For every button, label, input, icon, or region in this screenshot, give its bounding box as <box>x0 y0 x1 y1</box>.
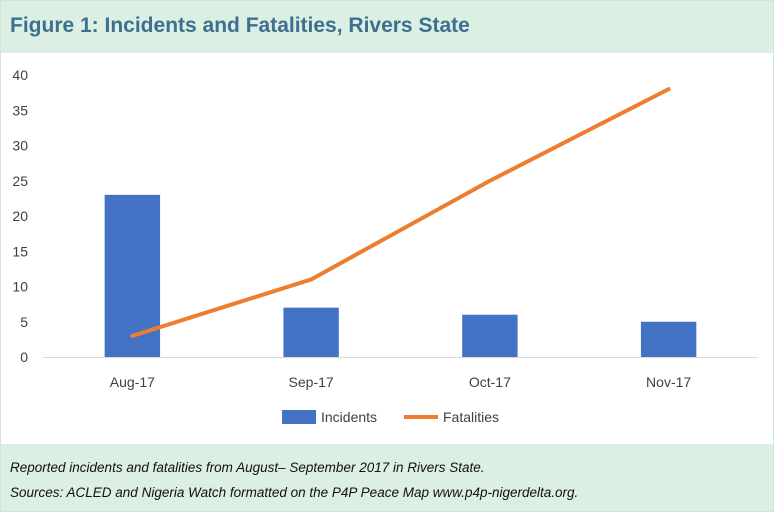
bar-incidents <box>104 194 161 357</box>
y-tick-label: 35 <box>12 102 28 118</box>
figure-title: Figure 1: Incidents and Fatalities, Rive… <box>10 14 470 37</box>
y-tick-label: 30 <box>12 138 28 154</box>
legend-label-fatalities: Fatalities <box>443 409 499 425</box>
y-tick-label: 10 <box>12 279 28 295</box>
combo-chart: 0 5 10 15 20 25 30 35 40 Aug-17 Sep-17 Oct-17 Nov-17… <box>12 67 758 425</box>
y-tick-label: 5 <box>20 314 28 330</box>
bar-incidents <box>462 314 518 357</box>
caption-text: Reported incidents and fatalities from A… <box>10 460 485 475</box>
caption-bar: Reported incidents and fatalities from A… <box>1 444 773 511</box>
line-fatalities <box>130 87 671 338</box>
title-bar: Figure 1: Incidents and Fatalities, Rive… <box>1 1 773 53</box>
legend-swatch-incidents <box>282 410 316 424</box>
x-tick-label: Oct-17 <box>469 374 511 390</box>
y-tick-label: 40 <box>12 67 28 83</box>
legend-label-incidents: Incidents <box>321 409 377 425</box>
x-tick-label: Aug-17 <box>110 374 155 390</box>
bar-incidents <box>640 321 697 357</box>
x-tick-label: Sep-17 <box>289 374 334 390</box>
chart-area: 0 5 10 15 20 25 30 35 40 Aug-17 Sep-17 Oct-17 Nov-17… <box>1 53 773 444</box>
y-tick-label: 25 <box>12 173 28 189</box>
x-tick-label: Nov-17 <box>646 374 691 390</box>
y-tick-label: 20 <box>12 208 28 224</box>
y-tick-label: 15 <box>12 243 28 259</box>
source-text: Sources: ACLED and Nigeria Watch formatt… <box>10 485 579 500</box>
bar-incidents <box>283 307 339 357</box>
y-tick-label: 0 <box>20 349 28 365</box>
